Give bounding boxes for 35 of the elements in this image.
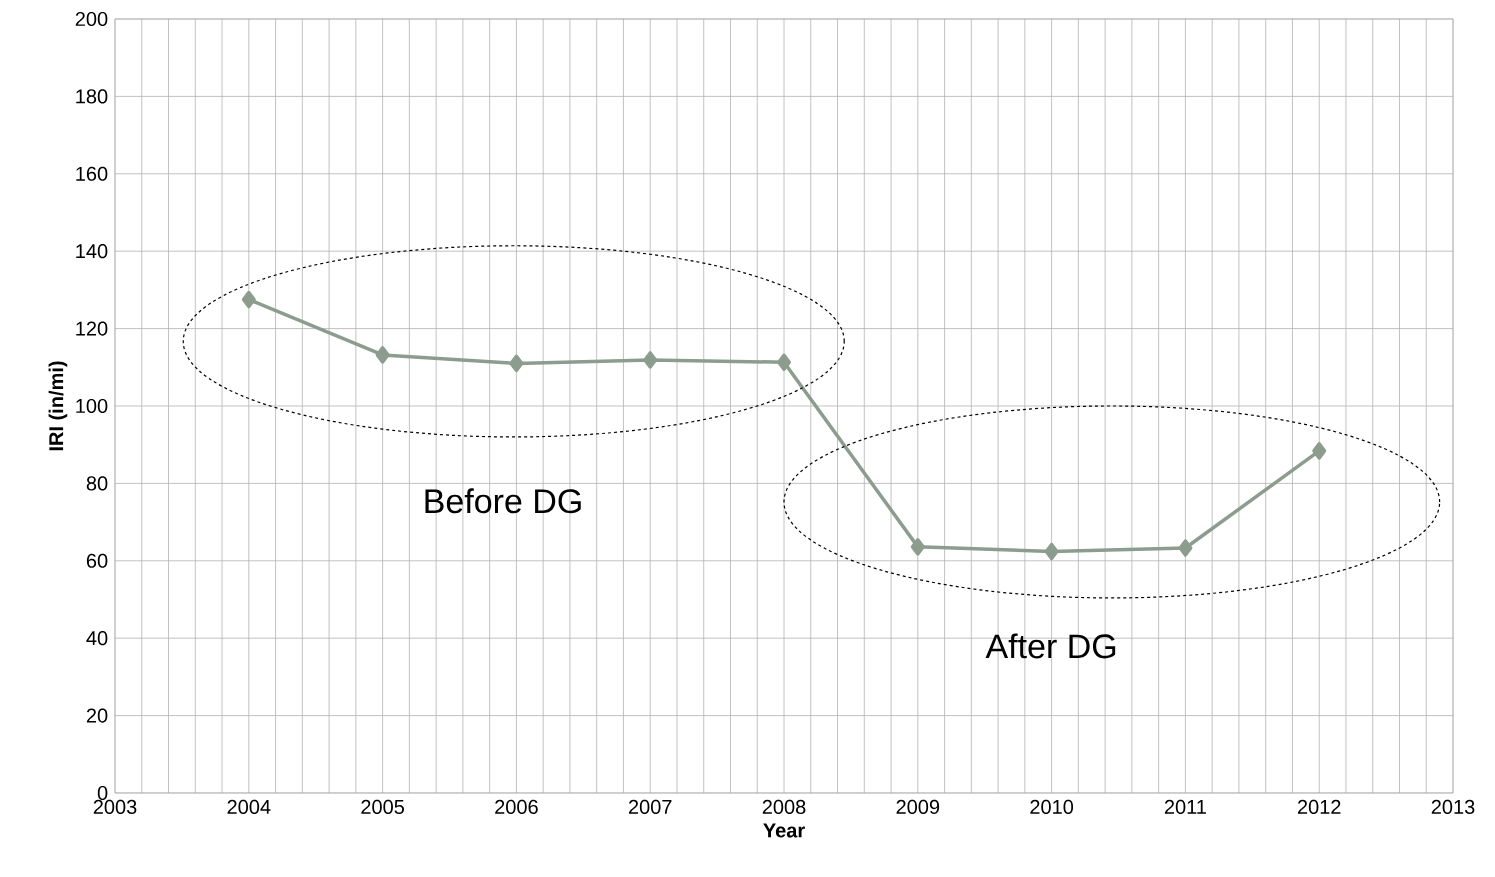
y-tick-label: 20 <box>86 708 108 723</box>
y-axis-title: IRI (in/mi) <box>48 361 68 451</box>
point <box>509 354 524 373</box>
y-tick-label: 100 <box>76 398 108 414</box>
x-tick-label: 2003 <box>93 799 137 814</box>
point <box>375 346 390 364</box>
point <box>777 353 792 371</box>
x-tick-label: 2012 <box>1297 799 1341 814</box>
y-tick-label: 60 <box>86 553 108 568</box>
annotation: Before DG <box>425 488 581 514</box>
annotation: After DG <box>985 633 1116 659</box>
point <box>241 290 256 309</box>
y-tick-label: 160 <box>76 166 108 181</box>
x-tick-label: 2013 <box>1431 799 1475 814</box>
x-tick-label: 2005 <box>361 799 405 814</box>
x-tick-label: 2010 <box>1030 799 1074 814</box>
y-tick-label: 180 <box>76 89 108 104</box>
x-axis-title: Year <box>763 823 805 838</box>
point <box>1178 539 1193 557</box>
x-tick-label: 2008 <box>762 799 806 814</box>
y-tick-label: 140 <box>76 244 108 259</box>
point <box>1044 542 1059 561</box>
point <box>643 351 658 369</box>
y-tick-label: 0 <box>97 785 108 801</box>
y-tick-label: 40 <box>86 631 108 646</box>
x-tick-label: 2006 <box>495 799 538 814</box>
x-tick-label: 2007 <box>628 799 672 814</box>
x-tick-label: 2011 <box>1164 799 1206 814</box>
point <box>910 538 925 556</box>
x-tick-label: 2009 <box>896 799 940 814</box>
y-tick-label: 120 <box>76 321 108 336</box>
y-tick-label: 200 <box>75 11 108 27</box>
point <box>1312 442 1327 460</box>
y-tick-label: 80 <box>86 476 108 491</box>
x-tick-label: 2004 <box>227 799 271 814</box>
